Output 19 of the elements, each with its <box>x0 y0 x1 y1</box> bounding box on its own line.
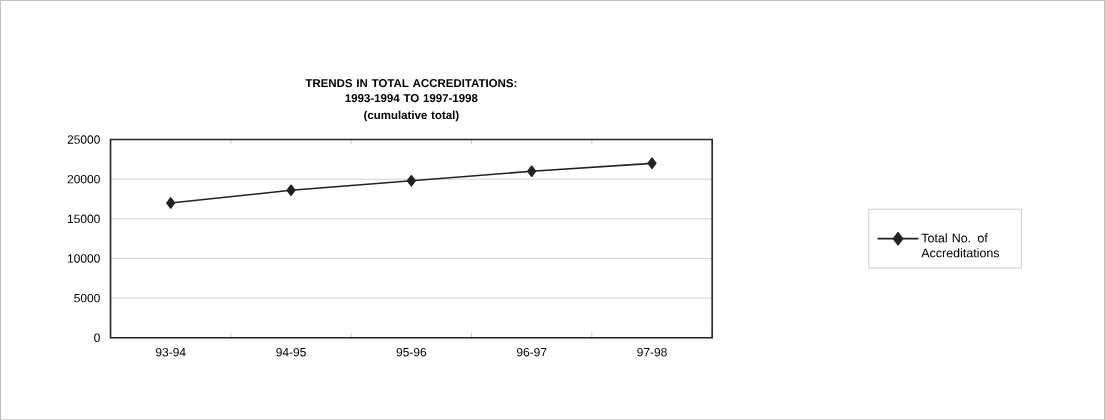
x-tick-label: 93-94 <box>155 347 186 357</box>
point <box>527 165 537 177</box>
point <box>286 184 296 196</box>
legend-label: Total No. of Accreditations <box>921 233 1000 258</box>
point <box>647 157 657 170</box>
point <box>166 197 176 209</box>
y-tick-label: 15000 <box>67 214 100 223</box>
x-tick-label: 95-96 <box>396 347 427 357</box>
y-tick-label: 5000 <box>74 293 100 303</box>
point <box>406 174 416 187</box>
y-tick-label: 25000 <box>67 135 100 144</box>
x-tick-label: 96-97 <box>516 347 547 357</box>
y-tick-label: 0 <box>94 333 100 342</box>
chart-title: TRENDS IN TOTAL ACCREDITATIONS: 1993-1994 TO 1997-1998 <box>305 78 517 103</box>
y-tick-label: 10000 <box>67 254 100 263</box>
x-tick-label: 94-95 <box>276 347 306 357</box>
chart-subtitle: (cumulative total) <box>364 110 459 122</box>
y-tick-label: 20000 <box>67 174 100 184</box>
x-tick-label: 97-98 <box>637 347 667 357</box>
